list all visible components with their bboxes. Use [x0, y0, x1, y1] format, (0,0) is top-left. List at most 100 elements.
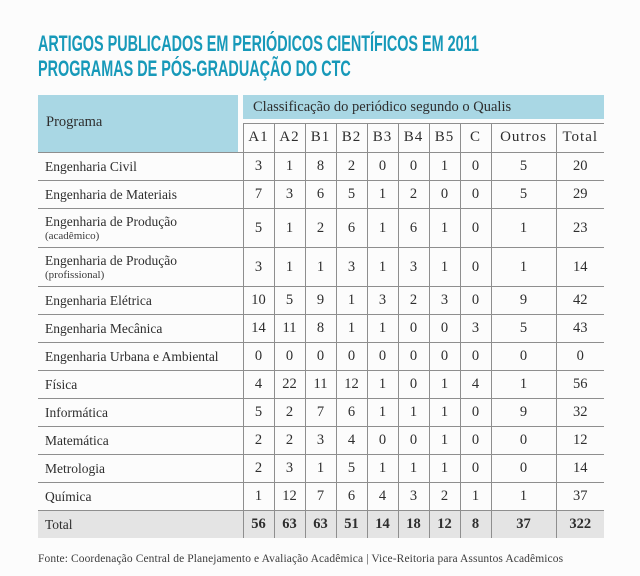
value-cell: 14	[555, 454, 604, 483]
value-cell: 0	[459, 180, 492, 209]
program-column-header: Programa	[38, 95, 243, 153]
program-name-cell: Engenharia Mecânica	[38, 314, 244, 343]
program-name-cell: Física	[38, 370, 244, 399]
value-cell: 1	[273, 247, 306, 287]
value-cell: 5	[335, 180, 368, 209]
value-cell: 3	[273, 454, 306, 483]
value-cell: 5	[273, 286, 306, 315]
value-cell: 1	[459, 482, 492, 511]
total-row: Total 56 63 63 51 14 18 12 8 37 322	[38, 510, 604, 538]
value-cell: 1	[428, 247, 461, 287]
publications-table: Programa Classificação do periódico segu…	[38, 95, 604, 538]
total-value-cell: 51	[335, 510, 368, 538]
value-cell: 0	[459, 342, 492, 371]
table-row: Engenharia Mecânica 14 11 8 1 1 0 0 3 5 43	[38, 314, 604, 343]
value-cell: 14	[242, 314, 275, 343]
header-row-group: Programa Classificação do periódico segu…	[38, 95, 604, 153]
value-cell: 0	[490, 426, 557, 455]
value-cell: 2	[428, 482, 461, 511]
value-cell: 7	[304, 398, 337, 427]
total-value-cell: 14	[366, 510, 399, 538]
value-cell: 0	[242, 342, 275, 371]
value-cell: 2	[242, 426, 275, 455]
value-cell: 3	[335, 247, 368, 287]
qualis-col-header-c: C	[459, 123, 492, 153]
value-cell: 1	[428, 370, 461, 399]
qualis-group-header: Classificação do periódico segundo o Qua…	[243, 95, 604, 124]
value-cell: 0	[490, 342, 557, 371]
table-row: Engenharia Urbana e Ambiental 0 0 0 0 0 0 0 0 0 0	[38, 342, 604, 371]
table-header: Programa Classificação do periódico segu…	[38, 95, 604, 153]
total-value-cell: 322	[555, 510, 604, 538]
total-value-cell: 18	[397, 510, 430, 538]
value-cell: 5	[490, 314, 557, 343]
total-value-cell: 56	[242, 510, 275, 538]
table-row: Matemática 2 2 3 4 0 0 1 0 0 12	[38, 426, 604, 455]
value-cell: 1	[366, 370, 399, 399]
table-row: Metrologia 2 3 1 5 1 1 1 0 0 14	[38, 454, 604, 483]
qualis-col-header-a2: A2	[273, 123, 306, 153]
value-cell: 3	[397, 247, 430, 287]
total-value-cell: 63	[304, 510, 337, 538]
value-cell: 0	[459, 426, 492, 455]
program-name-cell: Engenharia de Materiais	[38, 180, 244, 209]
table-row: Engenharia Civil 3 1 8 2 0 0 1 0 5 20	[38, 152, 604, 181]
program-name-cell: Matemática	[38, 426, 244, 455]
value-cell: 0	[459, 398, 492, 427]
value-cell: 0	[459, 208, 492, 248]
value-cell: 5	[242, 208, 275, 248]
value-cell: 1	[366, 180, 399, 209]
value-cell: 6	[397, 208, 430, 248]
value-cell: 3	[304, 426, 337, 455]
title-line-1: ARTIGOS PUBLICADOS EM PERIÓDICOS CIENTÍF…	[38, 31, 479, 56]
value-cell: 4	[335, 426, 368, 455]
value-cell: 0	[490, 454, 557, 483]
value-cell: 6	[335, 398, 368, 427]
page-title: ARTIGOS PUBLICADOS EM PERIÓDICOS CIENTÍF…	[38, 31, 479, 81]
value-cell: 2	[304, 208, 337, 248]
value-cell: 1	[428, 426, 461, 455]
value-cell: 29	[555, 180, 604, 209]
title-line-2: PROGRAMAS DE PÓS-GRADUAÇÃO DO CTC	[38, 56, 351, 81]
value-cell: 8	[304, 152, 337, 181]
value-cell: 0	[397, 426, 430, 455]
source-note: Fonte: Coordenação Central de Planejamen…	[38, 553, 564, 565]
value-cell: 5	[242, 398, 275, 427]
value-cell: 3	[366, 286, 399, 315]
value-cell: 2	[273, 398, 306, 427]
value-cell: 1	[397, 454, 430, 483]
value-cell: 12	[555, 426, 604, 455]
table-row: Física 4 22 11 12 1 0 1 4 1 56	[38, 370, 604, 399]
table-row: Engenharia de Produção (acadêmico) 5 1 2 6 1 6 1…	[38, 208, 604, 248]
value-cell: 11	[304, 370, 337, 399]
value-cell: 2	[242, 454, 275, 483]
value-cell: 43	[555, 314, 604, 343]
value-cell: 9	[490, 398, 557, 427]
value-cell: 1	[304, 454, 337, 483]
value-cell: 3	[273, 180, 306, 209]
program-name-cell: Engenharia de Produção (profissional)	[38, 247, 244, 287]
program-note: (profissional)	[45, 269, 105, 281]
value-cell: 4	[459, 370, 492, 399]
value-cell: 11	[273, 314, 306, 343]
value-cell: 1	[273, 152, 306, 181]
value-cell: 56	[555, 370, 604, 399]
program-name-cell: Engenharia Urbana e Ambiental	[38, 342, 244, 371]
value-cell: 2	[397, 286, 430, 315]
value-cell: 1	[397, 398, 430, 427]
value-cell: 0	[555, 342, 604, 371]
program-name-cell: Metrologia	[38, 454, 244, 483]
total-value-cell: 63	[273, 510, 306, 538]
value-cell: 14	[555, 247, 604, 287]
value-cell: 0	[397, 370, 430, 399]
value-cell: 6	[335, 208, 368, 248]
value-cell: 1	[428, 398, 461, 427]
table-row: Química 1 12 7 6 4 3 2 1 1 37	[38, 482, 604, 511]
value-cell: 1	[335, 286, 368, 315]
value-cell: 7	[242, 180, 275, 209]
qualis-col-header-b4: B4	[397, 123, 430, 153]
value-cell: 9	[490, 286, 557, 315]
qualis-col-header-b1: B1	[304, 123, 337, 153]
value-cell: 0	[304, 342, 337, 371]
